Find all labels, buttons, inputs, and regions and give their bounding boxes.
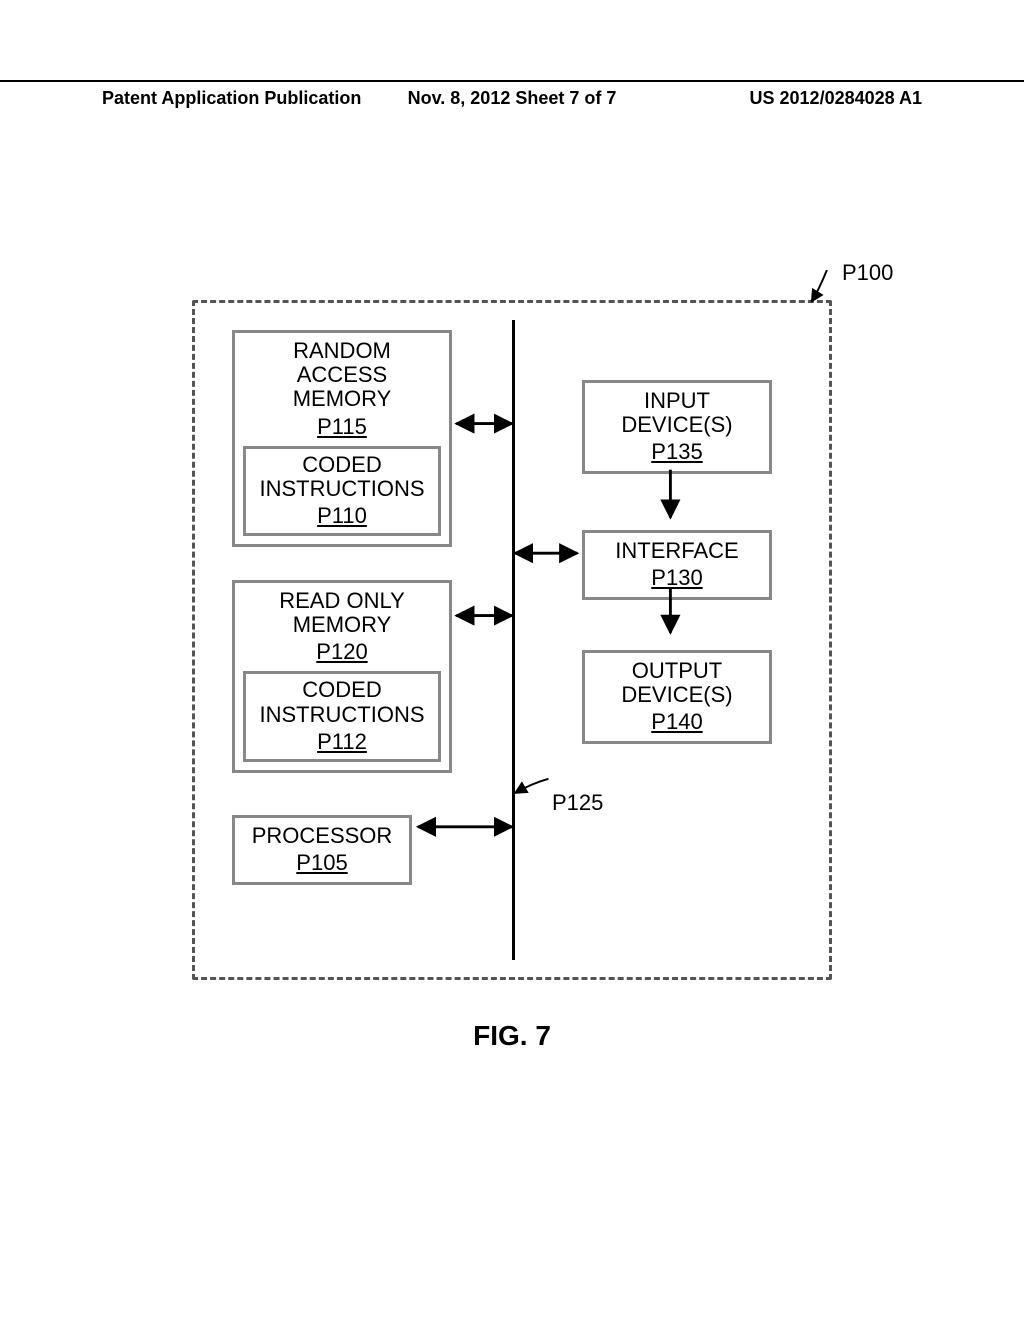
processor-block: PROCESSOR P105 xyxy=(232,815,412,885)
rom-block: READ ONLY MEMORY P120 CODED INSTRUCTIONS… xyxy=(232,580,452,773)
output-block: OUTPUT DEVICE(S) P140 xyxy=(582,650,772,744)
ram-ref: P115 xyxy=(239,414,445,440)
output-ref: P140 xyxy=(589,709,765,735)
processor-title: PROCESSOR xyxy=(239,824,405,848)
input-block: INPUT DEVICE(S) P135 xyxy=(582,380,772,474)
ram-title-3: MEMORY xyxy=(239,387,445,411)
input-title-1: INPUT xyxy=(589,389,765,413)
system-label: P100 xyxy=(842,260,893,286)
interface-title: INTERFACE xyxy=(589,539,765,563)
input-ref: P135 xyxy=(589,439,765,465)
processor-ref: P105 xyxy=(239,850,405,876)
ram-block: RANDOM ACCESS MEMORY P115 CODED INSTRUCT… xyxy=(232,330,452,547)
ram-coded-2: INSTRUCTIONS xyxy=(248,477,436,501)
rom-ref: P120 xyxy=(239,639,445,665)
output-title-1: OUTPUT xyxy=(589,659,765,683)
bus-label: P125 xyxy=(552,790,603,816)
ram-title-2: ACCESS xyxy=(239,363,445,387)
figure-caption: FIG. 7 xyxy=(0,1020,1024,1052)
input-title-2: DEVICE(S) xyxy=(589,413,765,437)
ram-coded-ref: P110 xyxy=(248,503,436,529)
interface-block: INTERFACE P130 xyxy=(582,530,772,600)
header-mid: Nov. 8, 2012 Sheet 7 of 7 xyxy=(375,88,648,109)
header-left: Patent Application Publication xyxy=(102,88,375,109)
rom-title-2: MEMORY xyxy=(239,613,445,637)
rom-title-1: READ ONLY xyxy=(239,589,445,613)
header-right: US 2012/0284028 A1 xyxy=(649,88,922,109)
interface-ref: P130 xyxy=(589,565,765,591)
ram-title-1: RANDOM xyxy=(239,339,445,363)
rom-coded-1: CODED xyxy=(248,678,436,702)
rom-coded-2: INSTRUCTIONS xyxy=(248,703,436,727)
output-title-2: DEVICE(S) xyxy=(589,683,765,707)
rom-coded-block: CODED INSTRUCTIONS P112 xyxy=(243,671,441,761)
bus-line xyxy=(512,320,515,960)
ram-coded-block: CODED INSTRUCTIONS P110 xyxy=(243,446,441,536)
rom-coded-ref: P112 xyxy=(248,729,436,755)
patent-page: Patent Application Publication Nov. 8, 2… xyxy=(0,0,1024,1320)
ram-coded-1: CODED xyxy=(248,453,436,477)
figure-area: P100 RANDOM ACCESS MEMORY P115 CODED INS… xyxy=(192,270,832,990)
page-header: Patent Application Publication Nov. 8, 2… xyxy=(0,80,1024,109)
